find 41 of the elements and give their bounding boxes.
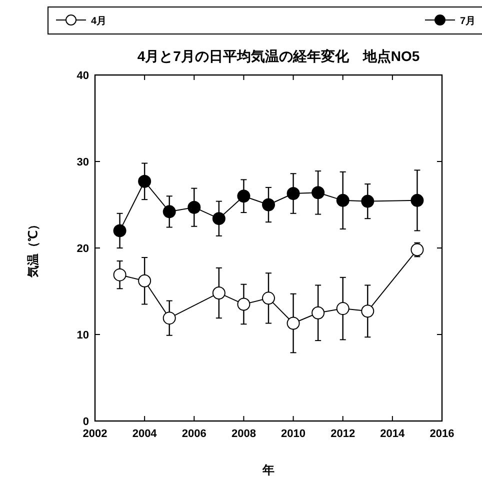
y-tick-label: 30 bbox=[76, 156, 89, 168]
point bbox=[410, 243, 424, 256]
point bbox=[410, 194, 424, 207]
point bbox=[361, 194, 374, 208]
x-tick-label: 2012 bbox=[330, 428, 356, 440]
point bbox=[286, 316, 300, 330]
y-axis-title: 気温（℃） bbox=[26, 218, 40, 278]
x-tick-label: 2014 bbox=[380, 428, 406, 440]
point bbox=[336, 194, 350, 207]
legend-label: 7月 bbox=[460, 16, 476, 27]
point bbox=[188, 200, 201, 214]
point bbox=[312, 306, 325, 320]
y-tick-label: 0 bbox=[82, 416, 89, 428]
point bbox=[138, 174, 152, 188]
y-tick-label: 40 bbox=[76, 70, 89, 82]
legend-label: 4月 bbox=[91, 16, 107, 27]
x-axis-title: 年 bbox=[262, 463, 274, 477]
point bbox=[113, 224, 126, 238]
x-tick-label: 2016 bbox=[430, 428, 454, 440]
point bbox=[138, 274, 152, 288]
x-tick-label: 2004 bbox=[132, 428, 158, 440]
point bbox=[262, 198, 275, 212]
point bbox=[212, 286, 226, 300]
chart-title: 4月と7月の日平均気温の経年変化 地点NO5 bbox=[137, 48, 420, 64]
point bbox=[162, 205, 176, 218]
y-tick-label: 20 bbox=[76, 243, 89, 255]
x-tick-label: 2006 bbox=[182, 428, 206, 440]
point bbox=[237, 298, 250, 311]
point bbox=[262, 292, 275, 305]
x-tick-label: 2002 bbox=[82, 428, 108, 440]
point bbox=[312, 186, 325, 200]
point bbox=[162, 312, 176, 325]
point bbox=[361, 304, 374, 318]
x-tick-label: 2010 bbox=[281, 428, 306, 440]
x-tick-label: 2008 bbox=[231, 428, 256, 440]
point bbox=[212, 212, 226, 226]
point bbox=[237, 190, 250, 203]
point bbox=[336, 302, 350, 316]
point bbox=[286, 187, 300, 200]
y-tick-label: 10 bbox=[76, 330, 89, 342]
point bbox=[113, 268, 126, 282]
